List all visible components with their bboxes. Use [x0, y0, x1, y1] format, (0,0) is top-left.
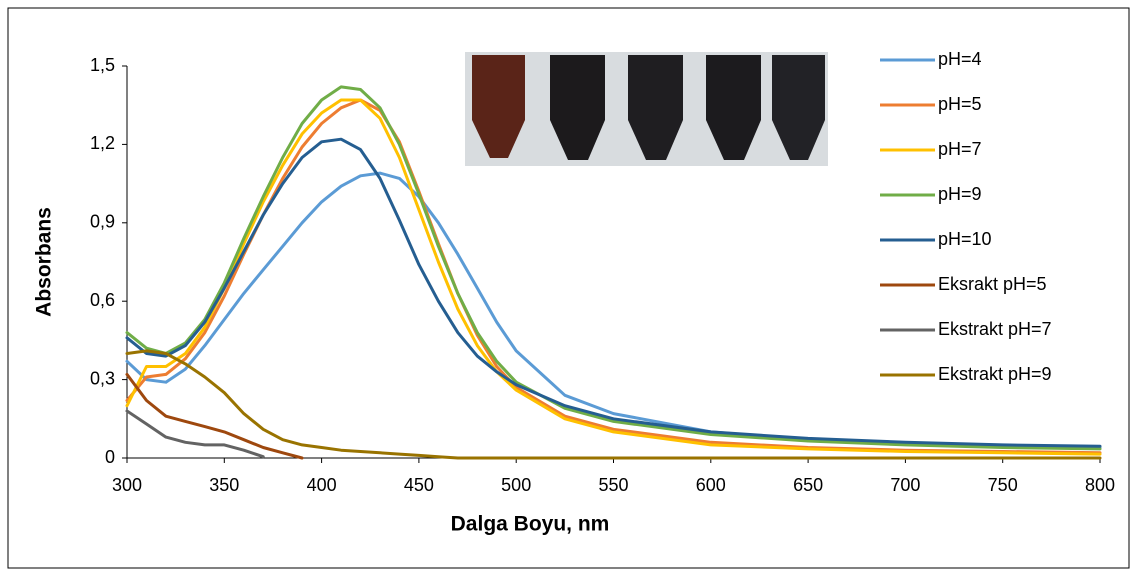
series-line — [125, 137, 1102, 448]
y-tick-label: 1,5 — [90, 55, 115, 75]
x-tick-label: 800 — [1085, 475, 1115, 495]
legend-label: pH=9 — [938, 184, 982, 204]
legend-label: pH=5 — [938, 94, 982, 114]
legend-label: pH=4 — [938, 49, 982, 69]
x-tick-label: 350 — [209, 475, 239, 495]
tube — [472, 55, 525, 158]
x-axis-title: Dalga Boyu, nm — [451, 513, 610, 536]
y-tick-label: 1,2 — [90, 133, 115, 153]
legend-label: Ekstrakt pH=9 — [938, 364, 1052, 384]
series-line — [125, 372, 304, 460]
x-tick-label: 450 — [404, 475, 434, 495]
x-tick-label: 650 — [793, 475, 823, 495]
series-line — [125, 349, 1102, 460]
tube — [772, 55, 825, 160]
tube — [706, 55, 761, 160]
tube — [550, 55, 605, 160]
x-tick-label: 400 — [307, 475, 337, 495]
x-tick-label: 500 — [501, 475, 531, 495]
y-axis-title: Absorbans — [33, 207, 56, 317]
y-tick-label: 0,9 — [90, 212, 115, 232]
legend-label: Ekstrakt pH=7 — [938, 319, 1052, 339]
y-tick-label: 0 — [105, 447, 115, 467]
x-tick-label: 600 — [696, 475, 726, 495]
y-tick-label: 0,3 — [90, 368, 115, 388]
x-tick-label: 700 — [890, 475, 920, 495]
legend-label: pH=10 — [938, 229, 992, 249]
x-tick-label: 750 — [988, 475, 1018, 495]
photo-inset — [465, 52, 828, 166]
tube — [628, 55, 683, 160]
y-tick-label: 0,6 — [90, 290, 115, 310]
legend-label: pH=7 — [938, 139, 982, 159]
series-line — [125, 409, 265, 459]
x-tick-label: 550 — [598, 475, 628, 495]
series-line — [125, 85, 1102, 451]
series-line — [125, 171, 1102, 449]
legend-label: Eksrakt pH=5 — [938, 274, 1047, 294]
x-tick-label: 300 — [112, 475, 142, 495]
